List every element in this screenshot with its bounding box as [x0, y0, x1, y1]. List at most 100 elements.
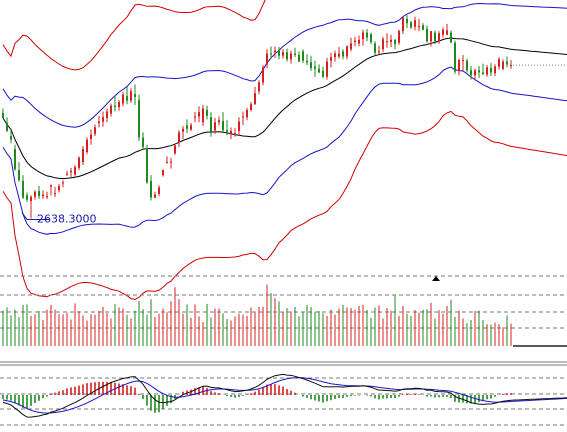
candle-body — [110, 105, 112, 114]
candle-body — [70, 170, 72, 173]
candle-body — [454, 42, 456, 72]
candle-body — [414, 20, 416, 27]
candle-body — [450, 32, 452, 43]
outer-lower-band-line — [2, 110, 567, 301]
candle-body — [406, 18, 408, 24]
candle-body — [290, 53, 292, 60]
candle-body — [134, 94, 136, 97]
inner-lower-band-line — [2, 66, 567, 235]
candle-body — [142, 137, 144, 147]
candle-body — [78, 157, 80, 168]
candle-body — [98, 121, 100, 124]
candle-body — [286, 52, 288, 60]
candle-body — [386, 41, 388, 43]
candle-body — [446, 30, 448, 35]
candle-body — [170, 161, 172, 163]
candle-body — [458, 60, 460, 71]
candle-body — [6, 123, 8, 131]
candle-body — [122, 94, 124, 104]
candle-body — [254, 93, 256, 105]
candle-body — [154, 194, 156, 198]
candle-body — [278, 50, 280, 56]
candle-body — [302, 51, 304, 61]
candle-body — [226, 130, 228, 132]
candles-group — [2, 15, 512, 219]
candle-body — [178, 132, 180, 142]
candle-body — [30, 196, 32, 202]
candle-body — [434, 32, 436, 42]
candle-body — [222, 120, 224, 131]
candle-body — [318, 68, 320, 73]
macd-signal-line — [2, 377, 567, 414]
candle-body — [322, 70, 324, 77]
candle-body — [234, 133, 236, 135]
candle-body — [330, 57, 332, 61]
candle-body — [490, 68, 492, 73]
candle-body — [394, 39, 396, 45]
candle-body — [2, 112, 4, 118]
candle-body — [350, 43, 352, 50]
candle-body — [346, 46, 348, 57]
candle-body — [338, 53, 340, 57]
candle-body — [326, 61, 328, 77]
moving-average-line — [2, 37, 567, 180]
candle-body — [106, 111, 108, 118]
candle-body — [506, 61, 508, 65]
candle-body — [38, 191, 40, 197]
candle-body — [94, 127, 96, 134]
candle-body — [266, 53, 268, 65]
volume-panel — [2, 284, 512, 346]
candle-body — [474, 70, 476, 76]
candle-body — [166, 162, 168, 164]
candle-body — [462, 60, 464, 62]
candle-body — [470, 70, 472, 76]
candle-body — [186, 125, 188, 129]
candle-body — [486, 67, 488, 75]
candle-body — [250, 104, 252, 110]
low-price-annotation: 2638.3000 — [37, 213, 97, 226]
candle-body — [118, 102, 120, 108]
candle-body — [102, 117, 104, 122]
candle-body — [158, 187, 160, 194]
candle-body — [466, 60, 468, 71]
candle-body — [498, 59, 500, 67]
candle-body — [74, 167, 76, 175]
candle-body — [422, 25, 424, 30]
candle-body — [282, 52, 284, 56]
candle-body — [198, 112, 200, 117]
candle-body — [306, 60, 308, 63]
candle-body — [238, 121, 240, 131]
macd-panel — [2, 373, 567, 418]
candle-body — [66, 173, 68, 175]
macd-histogram — [2, 381, 512, 413]
candle-body — [314, 66, 316, 69]
price-panel: 2638.3000 — [2, 0, 567, 301]
candle-body — [270, 53, 272, 55]
candle-body — [382, 39, 384, 50]
candle-body — [370, 34, 372, 42]
candle-body — [478, 70, 480, 73]
arrow-pointer-icon — [21, 212, 49, 221]
candle-body — [22, 180, 24, 198]
triangle-up-icon — [432, 276, 440, 281]
candle-body — [14, 149, 16, 170]
candle-body — [374, 43, 376, 53]
candle-body — [90, 134, 92, 139]
candle-body — [210, 117, 212, 132]
candle-body — [262, 67, 264, 83]
candle-body — [202, 108, 204, 123]
separator-lines — [0, 275, 567, 426]
candle-body — [130, 91, 132, 101]
candle-body — [242, 116, 244, 118]
outer-upper-band-line — [2, 0, 266, 71]
candle-body — [54, 193, 56, 195]
candle-body — [218, 120, 220, 123]
candle-body — [146, 148, 148, 183]
candle-body — [82, 149, 84, 163]
candle-body — [274, 50, 276, 53]
inner-upper-band-line — [2, 2, 567, 128]
candle-body — [310, 62, 312, 69]
candle-body — [430, 31, 432, 42]
